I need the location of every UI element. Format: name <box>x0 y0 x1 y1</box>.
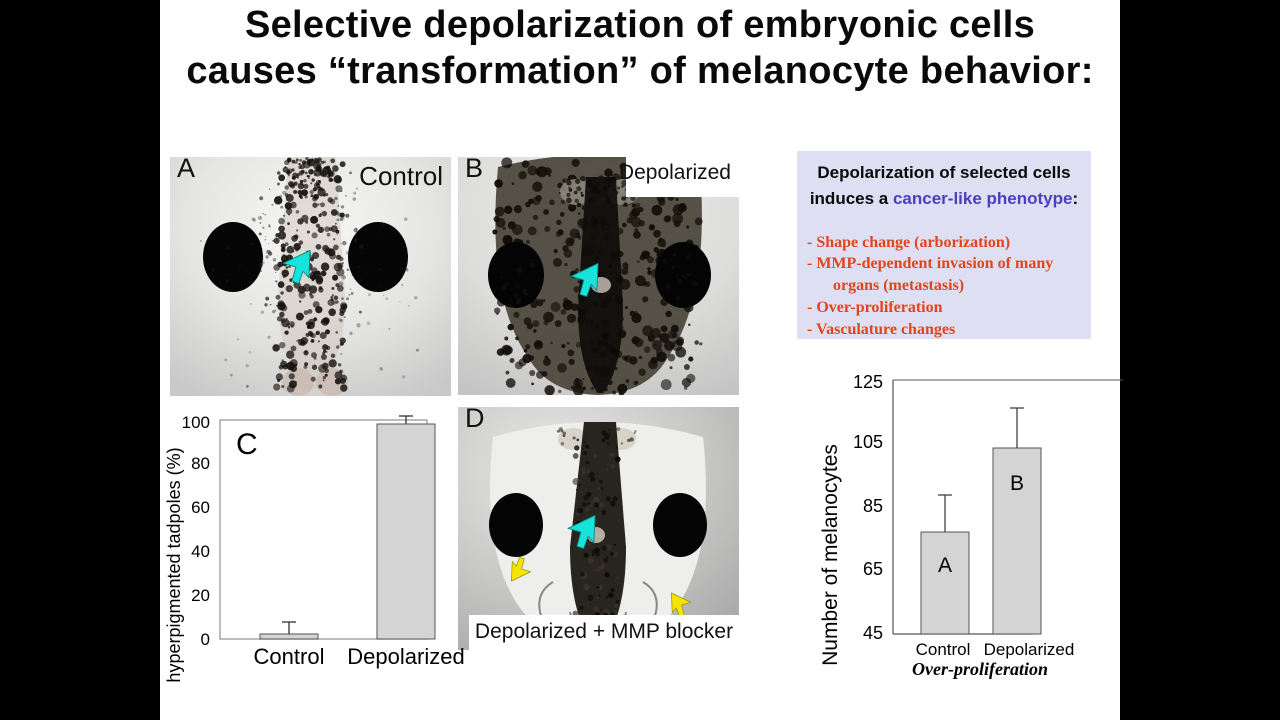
svg-text:45: 45 <box>863 623 883 643</box>
svg-text:Number of melanocytes: Number of melanocytes <box>819 444 842 666</box>
svg-text:65: 65 <box>863 559 883 579</box>
svg-text:Depolarized: Depolarized <box>984 640 1075 659</box>
svg-text:40: 40 <box>191 542 210 561</box>
svg-text:105: 105 <box>853 432 883 452</box>
svg-text:hyperpigmented tadpoles (%): hyperpigmented tadpoles (%) <box>164 447 184 682</box>
svg-text:B: B <box>1010 472 1024 495</box>
svg-text:100: 100 <box>182 413 210 432</box>
svg-text:20: 20 <box>191 586 210 605</box>
svg-text:C: C <box>236 428 258 461</box>
svg-text:0: 0 <box>201 630 210 649</box>
svg-text:Depolarized: Depolarized <box>347 644 464 669</box>
svg-text:125: 125 <box>853 372 883 392</box>
svg-text:Control: Control <box>254 644 325 669</box>
svg-text:Control: Control <box>916 640 971 659</box>
svg-text:80: 80 <box>191 454 210 473</box>
svg-text:A: A <box>938 554 952 577</box>
svg-text:Over-proliferation: Over-proliferation <box>912 659 1048 679</box>
svg-text:60: 60 <box>191 498 210 517</box>
svg-text:85: 85 <box>863 496 883 516</box>
